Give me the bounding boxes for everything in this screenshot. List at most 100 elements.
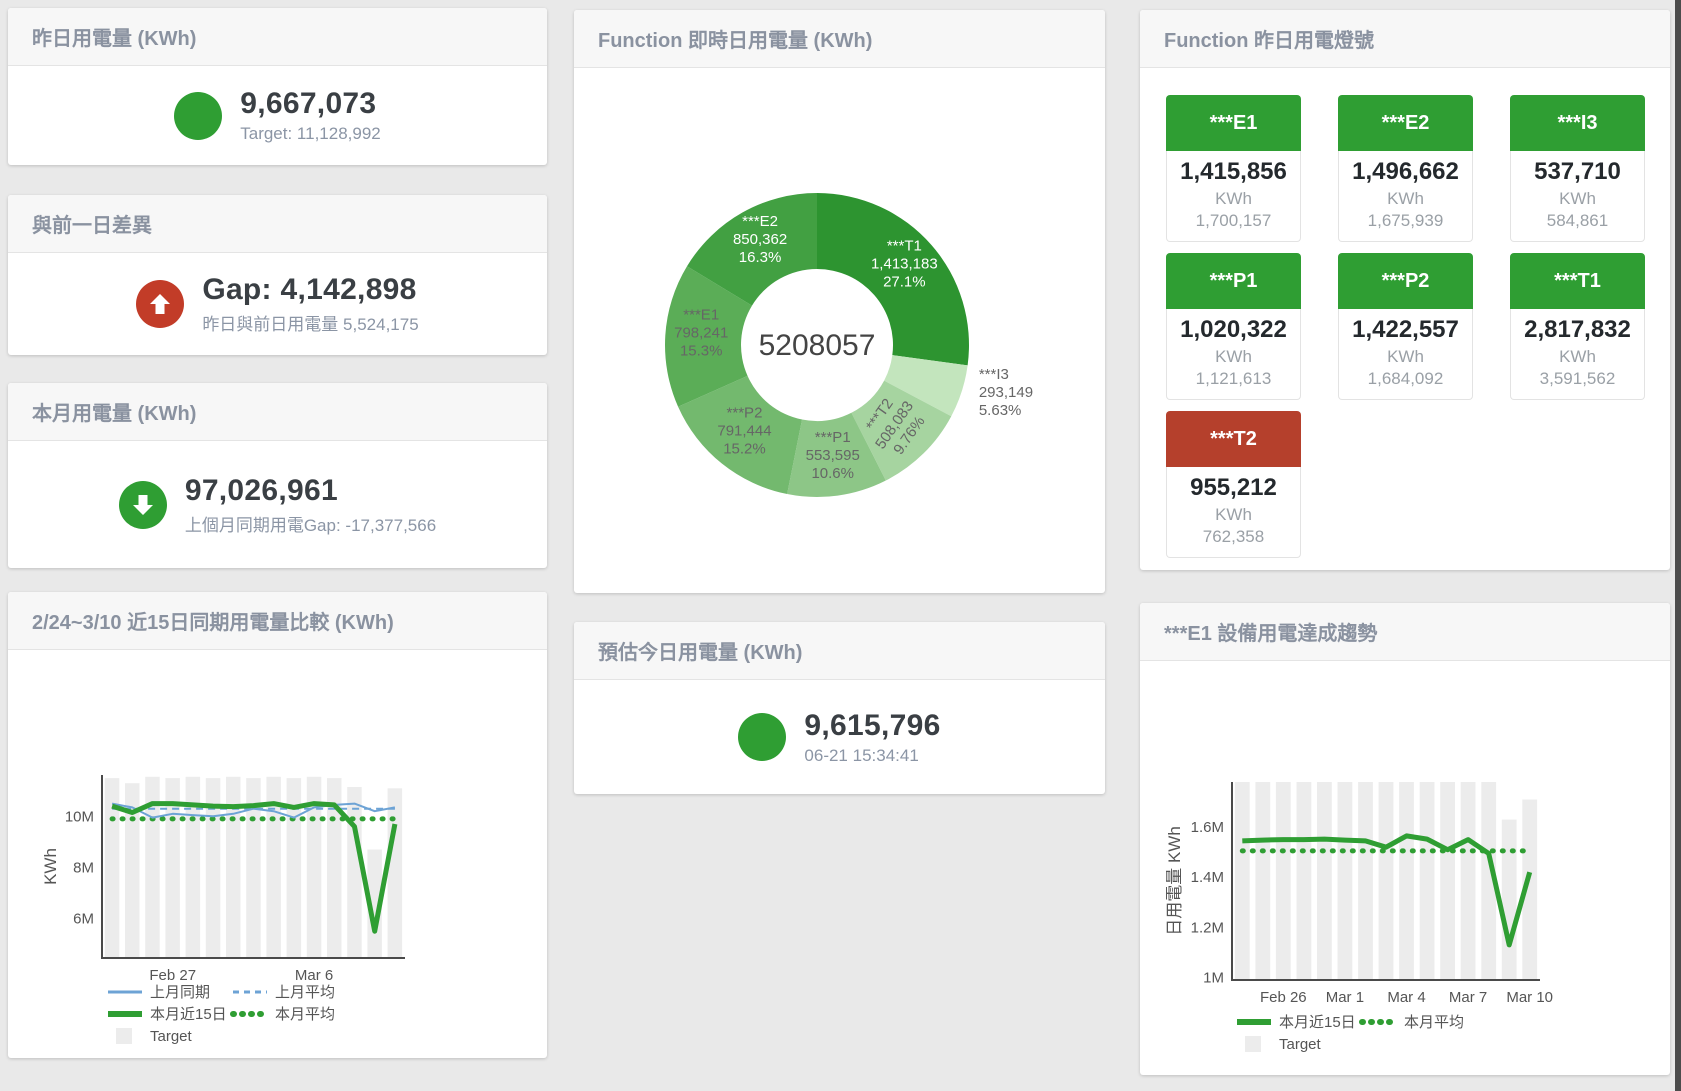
- light-tile-unit: KWh: [1559, 347, 1596, 366]
- y-tick-label: 1M: [1203, 970, 1224, 987]
- target-bar[interactable]: [145, 776, 160, 958]
- panel-title[interactable]: 預估今日用電量 (KWh): [598, 642, 803, 664]
- light-tile-unit: KWh: [1215, 505, 1252, 524]
- target-bar[interactable]: [266, 776, 281, 958]
- scrollbar[interactable]: [1675, 0, 1681, 1091]
- panel-title[interactable]: Function 昨日用電燈號: [1164, 30, 1374, 52]
- target-bar[interactable]: [1501, 819, 1517, 980]
- panel-compare-chart: 2/24~3/10 近15日同期用電量比較 (KWh) 6M 8M 10M Feb 2…: [8, 592, 547, 1058]
- light-tile[interactable]: ***T1 2,817,832 KWh 3,591,562: [1510, 253, 1645, 400]
- panel-header: 與前一日差異: [8, 195, 547, 253]
- target-bar[interactable]: [1481, 782, 1497, 980]
- y-tick-label: 8M: [73, 859, 94, 876]
- donut-slice[interactable]: [665, 266, 753, 407]
- stat-value: Gap: 4,142,898: [202, 273, 417, 306]
- target-bar[interactable]: [1522, 799, 1538, 981]
- target-bar[interactable]: [165, 778, 180, 958]
- legend-label[interactable]: 本月平均: [275, 1006, 335, 1023]
- panel-title[interactable]: ***E1 設備用電達成趨勢: [1164, 623, 1378, 645]
- x-tick-label: Feb 26: [1260, 989, 1307, 1006]
- series-line[interactable]: [111, 801, 398, 934]
- target-bar[interactable]: [286, 778, 302, 958]
- legend-label[interactable]: Target: [150, 1028, 193, 1045]
- light-tile-body: 1,020,322 KWh 1,121,613: [1166, 309, 1301, 400]
- light-tile-value: 537,710: [1534, 158, 1621, 185]
- target-bar[interactable]: [1358, 782, 1373, 980]
- light-tile-name: ***T1: [1510, 253, 1645, 309]
- light-tile[interactable]: ***P1 1,020,322 KWh 1,121,613: [1166, 253, 1301, 400]
- donut-slice[interactable]: [817, 193, 969, 366]
- light-tile[interactable]: ***E2 1,496,662 KWh 1,675,939: [1338, 95, 1473, 242]
- axes: [1231, 782, 1540, 981]
- legend-label[interactable]: 上月同期: [150, 984, 210, 1001]
- light-tile[interactable]: ***T2 955,212 KWh 762,358: [1166, 411, 1301, 558]
- target-bar[interactable]: [1399, 782, 1414, 980]
- x-tick-label: Feb 27: [149, 967, 196, 984]
- y-tick-label: 1.6M: [1191, 819, 1224, 836]
- realtime-donut-chart[interactable]: ***T1 1,413,183 27.1%***I3 293,149 5.63%***T…: [574, 10, 1105, 593]
- panel-today-estimate: 預估今日用電量 (KWh) 9,615,796 06-21 15:34:41: [574, 622, 1105, 794]
- panel-title[interactable]: 與前一日差異: [32, 215, 152, 237]
- target-bar[interactable]: [387, 788, 403, 958]
- light-tile-value: 1,422,557: [1352, 316, 1459, 343]
- panel-yesterday-usage: 昨日用電量 (KWh) 9,667,073 Target: 11,128,992: [8, 8, 547, 165]
- light-tile-body: 537,710 KWh 584,861: [1510, 151, 1645, 242]
- target-bar[interactable]: [1419, 782, 1435, 980]
- panel-header: 本月用電量 (KWh): [8, 383, 547, 441]
- x-tick-label: Mar 1: [1326, 989, 1364, 1006]
- series-line[interactable]: [1242, 833, 1533, 948]
- target-bar[interactable]: [226, 776, 241, 958]
- singlestat: 9,667,073 Target: 11,128,992: [8, 66, 547, 165]
- trend-chart[interactable]: 1M 1.2M 1.4M 1.6M Feb 26 Mar 1 Mar 4 Mar 7 Mar 1…: [1140, 603, 1670, 1075]
- panel-title[interactable]: 昨日用電量 (KWh): [32, 28, 197, 50]
- panel-header: 昨日用電量 (KWh): [8, 8, 547, 66]
- target-bar[interactable]: [1255, 782, 1271, 980]
- donut-slice[interactable]: [884, 355, 968, 417]
- donut-slice[interactable]: [787, 412, 886, 498]
- panel-title[interactable]: 2/24~3/10 近15日同期用電量比較 (KWh): [32, 612, 394, 634]
- light-tile-target: 1,684,092: [1367, 369, 1444, 388]
- light-tile[interactable]: ***P2 1,422,557 KWh 1,684,092: [1338, 253, 1473, 400]
- light-tile-unit: KWh: [1559, 189, 1596, 208]
- legend-label[interactable]: 本月近15日: [150, 1006, 227, 1023]
- donut-center-total: 5208057: [759, 329, 876, 362]
- target-bar[interactable]: [1337, 782, 1353, 980]
- target-bar[interactable]: [306, 776, 322, 958]
- light-tile[interactable]: ***I3 537,710 KWh 584,861: [1510, 95, 1645, 242]
- legend-swatch: [116, 1028, 132, 1044]
- target-bar[interactable]: [104, 778, 120, 958]
- legend-label[interactable]: 本月近15日: [1279, 1014, 1356, 1031]
- panel-title[interactable]: Function 即時日用電量 (KWh): [598, 30, 873, 52]
- light-tile-body: 1,422,557 KWh 1,684,092: [1338, 309, 1473, 400]
- target-bar[interactable]: [205, 778, 221, 958]
- panel-title[interactable]: 本月用電量 (KWh): [32, 403, 197, 425]
- target-bar[interactable]: [246, 778, 261, 958]
- donut-slice[interactable]: [678, 375, 803, 495]
- target-bar[interactable]: [347, 787, 362, 958]
- target-bar[interactable]: [367, 849, 382, 959]
- target-bar[interactable]: [185, 776, 201, 958]
- target-bar[interactable]: [1234, 782, 1250, 980]
- target-bar[interactable]: [1460, 782, 1476, 980]
- target-bar[interactable]: [327, 778, 342, 958]
- target-bar[interactable]: [1378, 782, 1394, 980]
- legend-label[interactable]: Target: [1279, 1036, 1322, 1053]
- donut-slice[interactable]: [851, 380, 952, 481]
- light-tile-body: 955,212 KWh 762,358: [1166, 467, 1301, 558]
- stat-subtitle: 昨日與前日用電量 5,524,175: [202, 315, 419, 334]
- singlestat: 97,026,961 上個月同期用電Gap: -17,377,566: [8, 441, 547, 568]
- target-bar[interactable]: [1296, 782, 1312, 980]
- target-bar[interactable]: [1275, 782, 1291, 980]
- light-tile-value: 1,496,662: [1352, 158, 1459, 185]
- legend-label[interactable]: 本月平均: [1404, 1014, 1464, 1031]
- legend-label[interactable]: 上月平均: [275, 984, 335, 1001]
- light-tile-body: 1,496,662 KWh 1,675,939: [1338, 151, 1473, 242]
- target-bar[interactable]: [125, 783, 140, 958]
- target-bar[interactable]: [1440, 782, 1455, 980]
- series-line[interactable]: [111, 802, 396, 819]
- target-bar[interactable]: [1317, 782, 1332, 980]
- donut-slice[interactable]: [687, 193, 817, 306]
- light-tile[interactable]: ***E1 1,415,856 KWh 1,700,157: [1166, 95, 1301, 242]
- x-tick-label: Mar 4: [1387, 989, 1425, 1006]
